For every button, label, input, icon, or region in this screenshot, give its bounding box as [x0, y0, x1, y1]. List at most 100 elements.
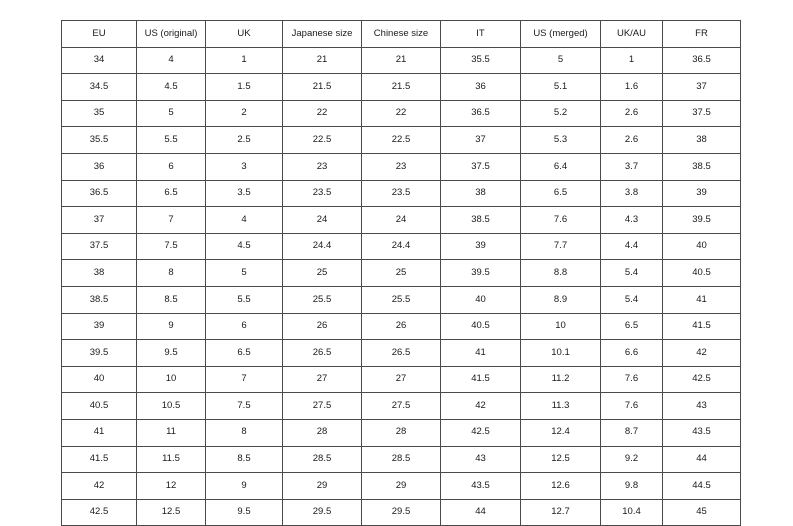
- table-cell: 34: [61, 46, 137, 75]
- table-cell: 6.5: [600, 312, 663, 341]
- table-row: 36.5 6.5 3.5 23.5 23.5 38 6.5 3.8 39: [61, 179, 741, 208]
- table-header: EU US (original) UK Japanese size Chinese si…: [61, 20, 741, 48]
- table-cell: 41: [440, 339, 521, 367]
- table-cell: 21: [282, 46, 362, 75]
- column-header-uk: UK: [205, 20, 283, 48]
- table-cell: 5.4: [600, 259, 663, 287]
- table-cell: 42: [61, 472, 137, 500]
- table-cell: 10: [520, 312, 601, 341]
- table-cell: 42: [662, 339, 741, 367]
- table-cell: 25.5: [361, 285, 441, 314]
- table-cell: 7.6: [520, 206, 601, 234]
- table-cell: 5.3: [520, 126, 601, 154]
- table-cell: 39.5: [440, 259, 521, 287]
- table-cell: 6.4: [520, 152, 601, 181]
- table-cell: 9.8: [600, 472, 663, 500]
- table-cell: 26.5: [361, 339, 441, 367]
- table-cell: 12.4: [520, 418, 601, 447]
- table-cell: 8.8: [520, 259, 601, 287]
- column-header-eu: EU: [61, 20, 137, 48]
- table-cell: 40: [61, 365, 137, 394]
- table-cell: 2.6: [600, 99, 663, 128]
- table-cell: 7.6: [600, 392, 663, 420]
- table-cell: 38: [440, 179, 521, 208]
- table-cell: 5: [520, 46, 601, 75]
- table-cell: 29: [282, 472, 362, 500]
- table-row: 34 4 1 21 21 35.5 5 1 36.5: [61, 46, 741, 75]
- column-header-chinese-size: Chinese size: [361, 20, 441, 48]
- table-cell: 21: [361, 46, 441, 75]
- table-row: 36 6 3 23 23 37.5 6.4 3.7 38.5: [61, 152, 741, 181]
- table-cell: 6.6: [600, 339, 663, 367]
- table-cell: 27.5: [282, 392, 362, 420]
- table-cell: 8: [205, 418, 283, 447]
- table-cell: 8.5: [136, 285, 206, 314]
- table-cell: 10.1: [520, 339, 601, 367]
- table-cell: 1.6: [600, 73, 663, 101]
- table-cell: 44: [440, 498, 521, 526]
- table-cell: 39.5: [61, 339, 137, 367]
- table-cell: 38.5: [662, 152, 741, 181]
- table-cell: 9: [136, 312, 206, 341]
- table-cell: 29: [361, 472, 441, 500]
- table-cell: 28: [361, 418, 441, 447]
- table-cell: 11.5: [136, 445, 206, 474]
- table-cell: 6.5: [520, 179, 601, 208]
- table-cell: 39: [440, 232, 521, 261]
- table-cell: 5.2: [520, 99, 601, 128]
- table-cell: 27: [361, 365, 441, 394]
- table-cell: 36: [61, 152, 137, 181]
- table-cell: 37.5: [662, 99, 741, 128]
- table-row: 38 8 5 25 25 39.5 8.8 5.4 40.5: [61, 259, 741, 287]
- table-cell: 11.2: [520, 365, 601, 394]
- table-cell: 2.5: [205, 126, 283, 154]
- table-row: 37 7 4 24 24 38.5 7.6 4.3 39.5: [61, 206, 741, 234]
- table-cell: 23.5: [282, 179, 362, 208]
- table-cell: 39: [662, 179, 741, 208]
- table-row: 37.5 7.5 4.5 24.4 24.4 39 7.7 4.4 40: [61, 232, 741, 261]
- column-header-uk-au: UK/AU: [600, 20, 663, 48]
- table-cell: 1: [205, 46, 283, 75]
- table-cell: 28.5: [361, 445, 441, 474]
- table-cell: 4: [205, 206, 283, 234]
- table-cell: 35.5: [61, 126, 137, 154]
- table-cell: 36.5: [440, 99, 521, 128]
- table-row: 41 11 8 28 28 42.5 12.4 8.7 43.5: [61, 418, 741, 447]
- table-cell: 3.7: [600, 152, 663, 181]
- table-cell: 41.5: [440, 365, 521, 394]
- column-header-japanese-size: Japanese size: [282, 20, 362, 48]
- table-cell: 6: [205, 312, 283, 341]
- table-cell: 29.5: [361, 498, 441, 526]
- table-cell: 8.7: [600, 418, 663, 447]
- table-cell: 36.5: [662, 46, 741, 75]
- table-row: 40.5 10.5 7.5 27.5 27.5 42 11.3 7.6 43: [61, 392, 741, 420]
- table-cell: 11.3: [520, 392, 601, 420]
- table-cell: 4.5: [205, 232, 283, 261]
- table-cell: 3.8: [600, 179, 663, 208]
- table-cell: 27.5: [361, 392, 441, 420]
- table-row: 39.5 9.5 6.5 26.5 26.5 41 10.1 6.6 42: [61, 339, 741, 367]
- table-cell: 6: [136, 152, 206, 181]
- table-cell: 37.5: [440, 152, 521, 181]
- table-cell: 41: [61, 418, 137, 447]
- table-cell: 40.5: [440, 312, 521, 341]
- table-cell: 7.5: [136, 232, 206, 261]
- table-cell: 42.5: [61, 498, 137, 526]
- table-cell: 4: [136, 46, 206, 75]
- table-cell: 40.5: [61, 392, 137, 420]
- table-cell: 5: [136, 99, 206, 128]
- table-cell: 28: [282, 418, 362, 447]
- table-cell: 10.4: [600, 498, 663, 526]
- table-cell: 43: [440, 445, 521, 474]
- table-cell: 22: [282, 99, 362, 128]
- table-cell: 21.5: [282, 73, 362, 101]
- table-cell: 22: [361, 99, 441, 128]
- page-root: EU US (original) UK Japanese size Chinese si…: [61, 20, 741, 526]
- table-cell: 25: [361, 259, 441, 287]
- table-row: 38.5 8.5 5.5 25.5 25.5 40 8.9 5.4 41: [61, 285, 741, 314]
- table-cell: 10: [136, 365, 206, 394]
- table-cell: 7.5: [205, 392, 283, 420]
- table-cell: 34.5: [61, 73, 137, 101]
- table-row: 34.5 4.5 1.5 21.5 21.5 36 5.1 1.6 37: [61, 73, 741, 101]
- table-row: 42 12 9 29 29 43.5 12.6 9.8 44.5: [61, 472, 741, 500]
